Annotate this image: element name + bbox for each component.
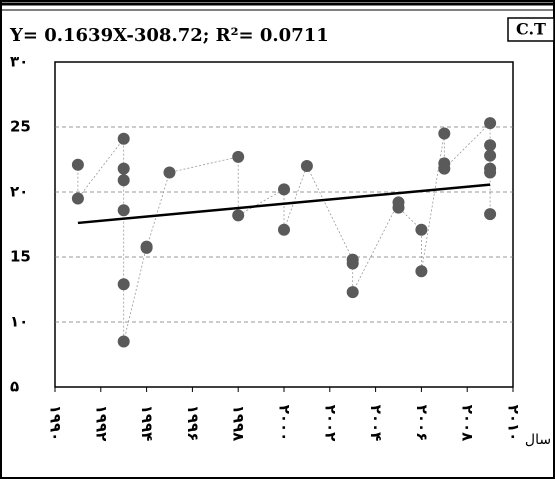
x-tick-label: ۱۹۹۶	[184, 405, 202, 442]
y-tick-label: ۲۰	[10, 183, 28, 201]
data-point	[392, 201, 405, 214]
x-tick-label: ۲۰۱۰	[505, 405, 523, 442]
data-point	[117, 204, 130, 217]
x-tick-label: ۱۹۹۸	[230, 405, 248, 442]
x-tick-label: ۲۰۰۶	[413, 405, 431, 442]
x-tick-label: ۱۹۹۰	[47, 405, 65, 442]
data-point	[140, 241, 153, 254]
badge-box	[507, 17, 555, 42]
data-point	[117, 335, 130, 348]
data-point	[278, 183, 290, 196]
y-tick-label: ۱۰	[10, 313, 28, 331]
data-point	[117, 174, 130, 187]
data-point	[415, 223, 428, 236]
x-tick-label: ۱۹۹۲	[92, 405, 110, 442]
data-point	[346, 257, 359, 270]
data-point	[415, 265, 428, 278]
data-point	[117, 132, 130, 145]
trend-line	[77, 183, 491, 225]
x-tick-label: ۲۰۰۴	[367, 405, 385, 442]
chart-title: Y= 0.1639X-308.72; R²= 0.0711	[9, 25, 329, 46]
data-point	[232, 209, 245, 222]
data-point	[484, 117, 497, 130]
x-tick-label: ۲۰۰۸	[459, 405, 477, 442]
x-axis-label: سال	[525, 432, 551, 448]
data-point	[484, 139, 497, 152]
data-point	[300, 160, 313, 172]
y-tick-label: 25	[10, 118, 31, 136]
y-tick-label: 15	[10, 248, 31, 266]
data-point	[117, 162, 130, 175]
y-tick-label: ۵	[10, 378, 19, 396]
data-point	[278, 223, 290, 236]
x-tick-label: ۲۰۰۰	[276, 405, 294, 442]
data-point	[346, 286, 359, 299]
data-point	[438, 162, 451, 175]
data-point	[163, 166, 176, 179]
badge: C.T	[516, 20, 546, 39]
x-tick-label: ۲۰۰۲	[321, 405, 339, 442]
data-point	[438, 127, 451, 140]
data-point	[71, 158, 84, 171]
data-point	[117, 278, 130, 291]
data-point	[232, 150, 245, 163]
data-point	[71, 192, 84, 205]
x-tick-label: ۱۹۹۴	[138, 405, 156, 442]
connector-line	[77, 122, 491, 342]
y-tick-label: ۳۰	[10, 53, 28, 71]
data-point	[484, 149, 497, 162]
data-point	[484, 166, 497, 179]
data-point	[484, 208, 497, 221]
